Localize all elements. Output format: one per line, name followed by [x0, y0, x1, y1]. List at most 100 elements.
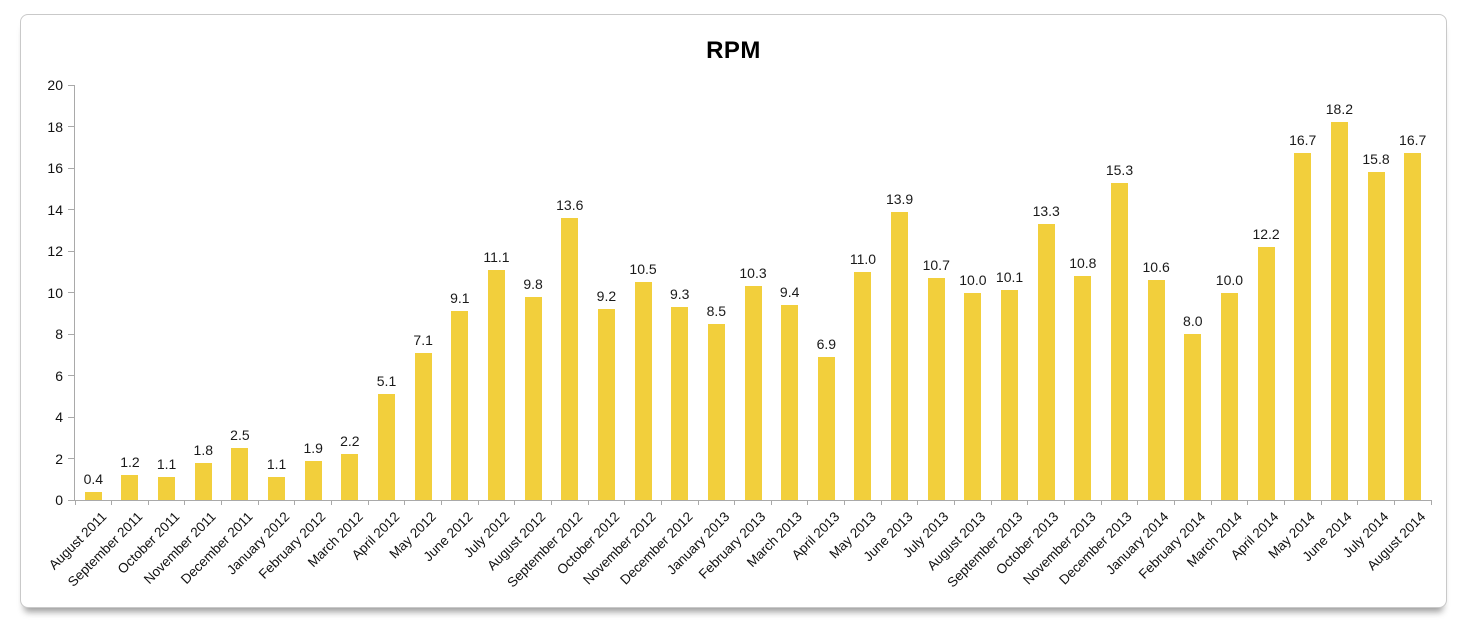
y-tick-label: 14 [47, 201, 63, 218]
y-tick-label: 16 [47, 160, 63, 176]
bar [378, 394, 395, 500]
bar [1220, 292, 1238, 500]
bar-value-label: 10.3 [739, 265, 767, 282]
x-tick-mark [184, 500, 186, 505]
bar-value-label: 16.7 [1399, 132, 1427, 149]
y-tick-label: 6 [55, 367, 63, 384]
x-tick-mark [917, 500, 919, 505]
x-tick-mark [807, 500, 809, 505]
bar [927, 277, 945, 500]
bar-value-label: 6.9 [816, 335, 837, 352]
bar [1257, 246, 1275, 500]
bar-value-label: 5.1 [376, 373, 397, 390]
bar-value-label: 10.1 [995, 269, 1024, 286]
x-tick-mark [844, 500, 846, 505]
x-tick-mark [404, 500, 406, 505]
bar-value-label: 10.0 [959, 271, 987, 288]
x-tick-mark [550, 500, 552, 505]
bar-value-label: 10.8 [1069, 254, 1097, 271]
bar-value-label: 11.0 [849, 250, 877, 267]
bar [744, 286, 762, 500]
chart-title: RPM [706, 37, 761, 64]
y-tick-label: 8 [55, 326, 63, 342]
bar [1294, 153, 1312, 500]
x-tick-mark [74, 500, 76, 505]
bar [707, 323, 725, 500]
x-tick-mark [1320, 500, 1322, 505]
plot-area: 0 2 4 6 8 10 12 14 16 18 20 0.4 August 2011 1.2 Septem… [45, 77, 1432, 590]
bar [524, 296, 542, 500]
bar [817, 356, 835, 500]
x-tick-mark [660, 500, 662, 505]
bar [1330, 122, 1348, 500]
y-tick-label: 10 [47, 284, 63, 301]
bar [1147, 280, 1165, 500]
bar-value-label: 9.3 [669, 286, 690, 303]
x-tick-mark [1173, 500, 1175, 505]
x-tick-mark [514, 500, 516, 505]
x-tick-mark [954, 500, 956, 505]
bar-value-label: 13.6 [556, 196, 584, 213]
bar [1074, 275, 1092, 500]
x-tick-mark [1137, 500, 1139, 505]
bar-value-label: 10.0 [1215, 271, 1244, 288]
y-tick-mark [68, 416, 74, 418]
bar-value-label: 16.7 [1289, 132, 1317, 149]
y-tick-mark [68, 375, 74, 376]
bar [1367, 172, 1385, 500]
y-tick-label: 4 [55, 409, 63, 425]
bar-value-label: 10.5 [629, 261, 657, 278]
bar-value-label: 15.3 [1105, 161, 1134, 178]
bar-value-label: 12.2 [1252, 225, 1280, 242]
x-tick-mark [1064, 500, 1065, 505]
x-tick-mark [331, 500, 333, 505]
bar [634, 282, 652, 500]
bar-value-label: 10.7 [922, 256, 950, 273]
bar-value-label: 15.8 [1362, 151, 1390, 168]
y-tick-mark [68, 333, 74, 335]
y-tick-label: 18 [47, 118, 63, 135]
x-tick-mark [734, 500, 736, 505]
bar-value-label: 9.1 [450, 290, 470, 307]
x-tick-mark [770, 500, 772, 505]
x-tick-mark [1430, 500, 1432, 505]
bar-value-label: 13.9 [885, 190, 914, 207]
y-tick-mark [68, 499, 74, 501]
y-tick-mark [68, 292, 74, 293]
bar-value-label: 0.4 [83, 470, 104, 487]
bar-value-label: 1.9 [303, 439, 323, 456]
bar [1037, 224, 1055, 500]
bar [1184, 334, 1202, 500]
bar-value-label: 1.1 [156, 456, 177, 473]
x-tick-mark [147, 500, 149, 505]
bar [597, 309, 615, 500]
y-tick-label: 12 [47, 243, 63, 259]
bar [891, 211, 909, 500]
bar [781, 304, 799, 500]
x-tick-mark [624, 500, 626, 505]
y-tick-mark [68, 167, 74, 169]
y-tick-label: 0 [55, 492, 63, 508]
bar-value-label: 1.1 [266, 456, 287, 473]
bar-value-label: 2.5 [230, 427, 250, 444]
x-tick-mark [587, 500, 589, 505]
bar [451, 311, 469, 500]
x-tick-mark [1283, 500, 1285, 505]
x-tick-mark [440, 500, 442, 505]
bar [1001, 290, 1019, 500]
bar [1110, 182, 1128, 500]
bar [268, 477, 286, 500]
x-tick-mark [1210, 500, 1212, 505]
bar-value-label: 11.1 [483, 248, 510, 265]
x-tick-mark [697, 500, 699, 505]
bar-value-label: 8.5 [706, 302, 727, 319]
y-tick-mark [68, 84, 74, 86]
bar [341, 454, 359, 500]
x-tick-mark [257, 500, 259, 505]
bar-value-label: 9.8 [523, 275, 543, 292]
bar-value-label: 7.1 [413, 331, 433, 348]
x-tick-mark [294, 500, 296, 505]
x-tick-mark [367, 500, 369, 505]
y-tick-label: 2 [55, 450, 63, 467]
bar [194, 462, 212, 500]
